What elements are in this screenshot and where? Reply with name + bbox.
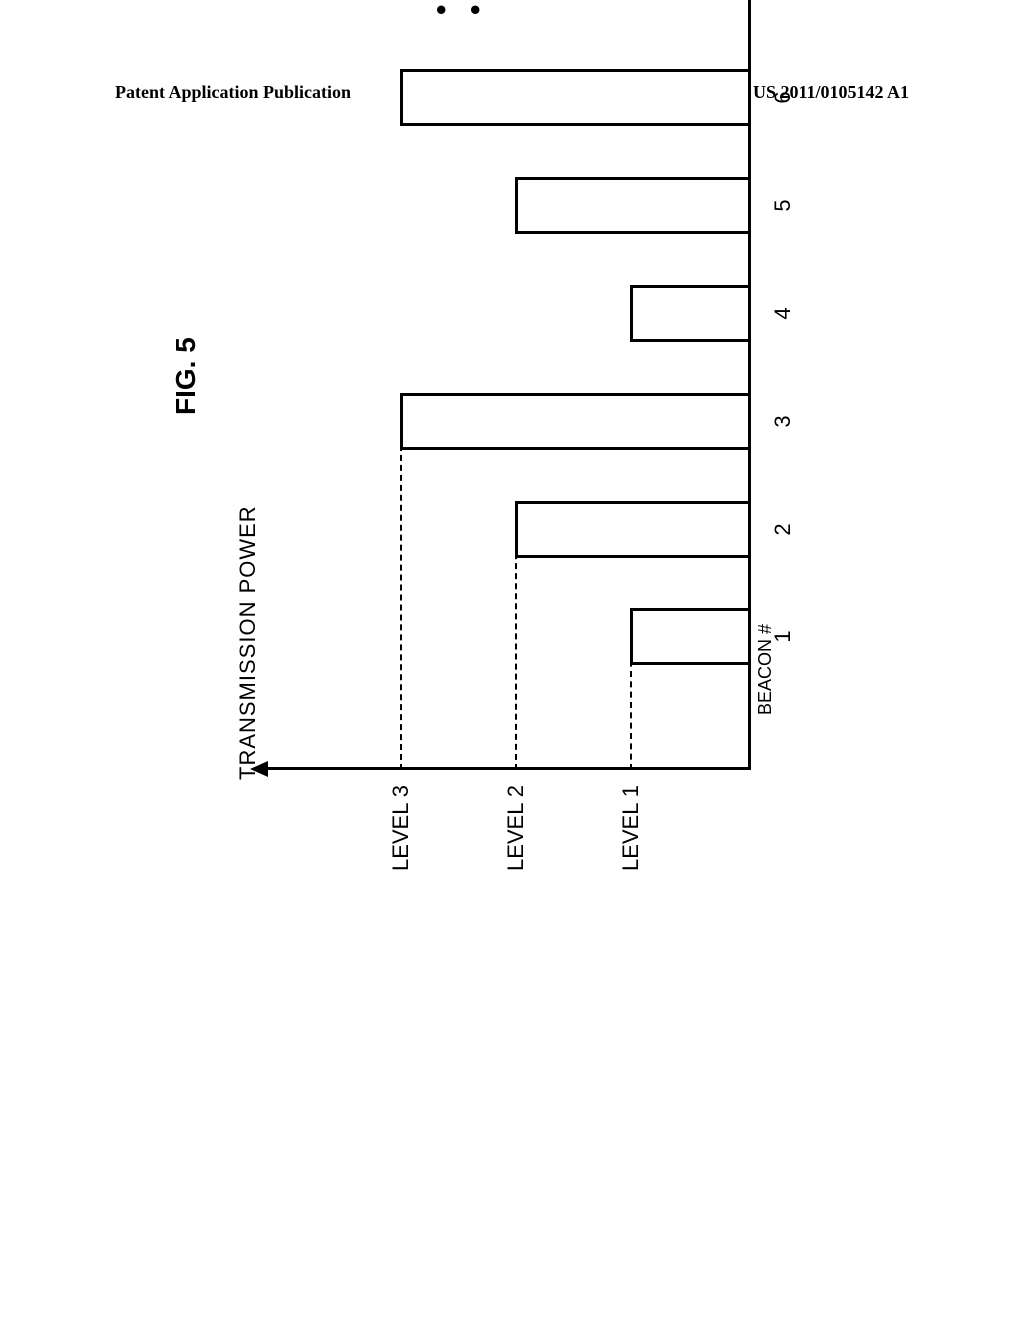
chart-area: TRANSMISSION POWER TIME LEVEL 3LEVEL 2LE… <box>250 0 800 770</box>
beacon-number-label: BEACON # <box>755 624 776 715</box>
bar-1 <box>630 608 748 665</box>
level-label-2: LEVEL 2 <box>503 785 529 885</box>
level-line-3 <box>400 425 402 770</box>
level-label-1: LEVEL 1 <box>618 785 644 885</box>
level-label-3: LEVEL 3 <box>388 785 414 885</box>
bar-4 <box>630 285 748 342</box>
x-axis <box>748 0 751 770</box>
x-tick-3: 3 <box>770 407 796 437</box>
x-tick-5: 5 <box>770 191 796 221</box>
x-tick-2: 2 <box>770 515 796 545</box>
figure-container: FIG. 5 TRANSMISSION POWER TIME LEVEL 3LE… <box>130 160 890 1210</box>
bar-5 <box>515 177 748 234</box>
x-tick-4: 4 <box>770 299 796 329</box>
y-axis-label: TRANSMISSION POWER <box>235 505 261 780</box>
bar-2 <box>515 501 748 558</box>
level-line-2 <box>515 533 517 770</box>
x-tick-6: 6 <box>770 83 796 113</box>
bar-3 <box>400 393 748 450</box>
figure-title: FIG. 5 <box>170 337 202 415</box>
bar-6 <box>400 69 748 126</box>
ellipsis-dots: • • • <box>425 0 493 15</box>
rotated-figure: FIG. 5 TRANSMISSION POWER TIME LEVEL 3LE… <box>130 0 890 920</box>
y-axis <box>260 767 750 770</box>
y-axis-arrow-icon <box>250 761 268 777</box>
